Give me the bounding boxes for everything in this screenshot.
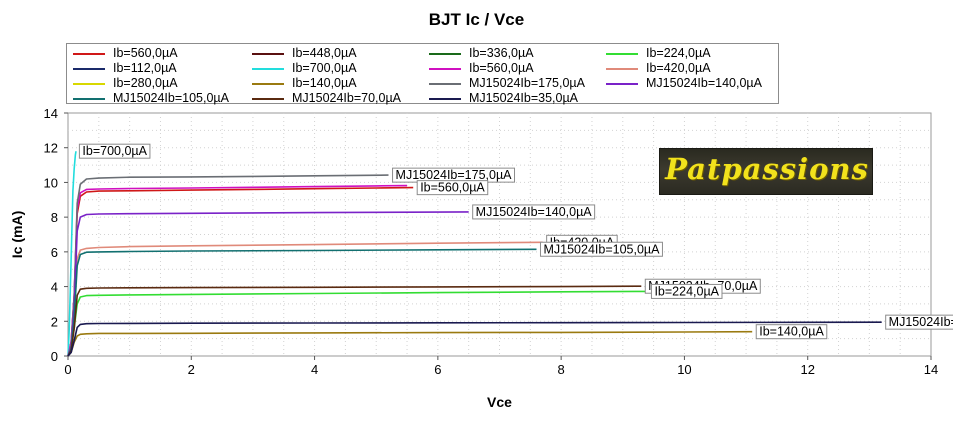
legend-label: Ib=560,0µA (469, 61, 534, 75)
legend-swatch (73, 83, 105, 85)
curve-annotation: Ib=140,0µA (755, 324, 828, 340)
annotation-box (472, 204, 596, 220)
legend-swatch (73, 98, 105, 100)
y-tick-label: 10 (44, 175, 58, 190)
annotation-box (755, 324, 828, 340)
curve-annotation: MJ15024Ib=140,0µA (472, 204, 596, 220)
x-tick-label: 2 (188, 362, 195, 377)
y-axis-label: Ic (mA) (9, 211, 25, 258)
legend-swatch (429, 53, 461, 55)
legend-swatch (73, 53, 105, 55)
curve-annotation: Ib=560,0µA (416, 180, 489, 196)
legend-label: Ib=420,0µA (646, 61, 711, 75)
legend-swatch (252, 98, 284, 100)
annotation-box (78, 143, 151, 159)
x-tick-label: 14 (924, 362, 938, 377)
legend-label: Ib=700,0µA (292, 61, 357, 75)
y-tick-label: 0 (51, 349, 58, 364)
x-tick-label: 12 (800, 362, 814, 377)
y-tick-label: 12 (44, 141, 58, 156)
annotation-text: Ib=560,0µA (420, 181, 485, 195)
curve-annotation: MJ15024Ib=35,0µA (885, 314, 953, 330)
x-axis-label: Vce (487, 394, 512, 410)
legend-swatch (606, 53, 638, 55)
annotation-text: Ib=224,0µA (654, 284, 719, 298)
annotation-box (539, 241, 663, 257)
legend-swatch (429, 83, 461, 85)
y-tick-label: 14 (44, 106, 58, 121)
annotation-text: Ib=700,0µA (82, 144, 147, 158)
curve-annotation: Ib=224,0µA (650, 283, 723, 299)
series-line-5 (67, 151, 77, 357)
legend-label: MJ15024Ib=105,0µA (113, 91, 229, 105)
annotation-box (650, 283, 723, 299)
annotation-box (416, 180, 489, 196)
y-tick-label: 6 (51, 245, 58, 260)
series-line-14 (67, 321, 882, 357)
legend-swatch (429, 68, 461, 70)
legend-label: Ib=224,0µA (646, 46, 711, 60)
curve-annotation: MJ15024Ib=175,0µA (392, 167, 516, 183)
chart-title: BJT Ic / Vce (428, 10, 525, 29)
x-tick-label: 6 (434, 362, 441, 377)
x-tick-label: 8 (558, 362, 565, 377)
annotation-text: MJ15024Ib=105,0µA (543, 242, 660, 256)
annotation-box (885, 314, 953, 330)
legend-swatch (252, 68, 284, 70)
x-tick-label: 0 (64, 362, 71, 377)
curve-annotation: Ib=700,0µA (78, 143, 151, 159)
legend-label: Ib=560,0µA (113, 46, 178, 60)
watermark-logo: Patpassions (659, 148, 873, 195)
series-line-12 (67, 248, 537, 357)
legend-label: Ib=280,0µA (113, 76, 178, 90)
legend-label: Ib=140,0µA (292, 76, 357, 90)
annotation-text: MJ15024Ib=140,0µA (476, 205, 593, 219)
y-tick-label: 4 (51, 280, 58, 295)
legend-label: MJ15024Ib=175,0µA (469, 76, 585, 90)
legend-swatch (429, 98, 461, 100)
annotation-text: MJ15024Ib=175,0µA (396, 168, 513, 182)
legend-swatch (606, 83, 638, 85)
y-tick-label: 8 (51, 210, 58, 225)
legend-swatch (252, 53, 284, 55)
watermark-text: Patpassions (665, 152, 869, 186)
legend-label: MJ15024Ib=35,0µA (469, 91, 579, 105)
legend-swatch (73, 68, 105, 70)
series-line-13 (67, 285, 642, 357)
curve-annotation: MJ15024Ib=105,0µA (539, 241, 663, 257)
legend-label: MJ15024Ib=140,0µA (646, 76, 762, 90)
legend-swatch (252, 83, 284, 85)
y-tick-label: 2 (51, 314, 58, 329)
annotation-text: MJ15024Ib=35,0µA (889, 315, 953, 329)
legend-swatch (606, 68, 638, 70)
chart-legend: Ib=560,0µA Ib=448,0µA Ib=336,0µA Ib=224,0µA… (66, 43, 779, 105)
x-tick-label: 10 (677, 362, 691, 377)
legend-label: Ib=448,0µA (292, 46, 357, 60)
legend-label: MJ15024Ib=70,0µA (292, 91, 402, 105)
legend-label: Ib=112,0µA (113, 61, 177, 75)
annotation-text: Ib=140,0µA (759, 325, 824, 339)
x-tick-label: 4 (311, 362, 318, 377)
legend-label: Ib=336,0µA (469, 46, 534, 60)
